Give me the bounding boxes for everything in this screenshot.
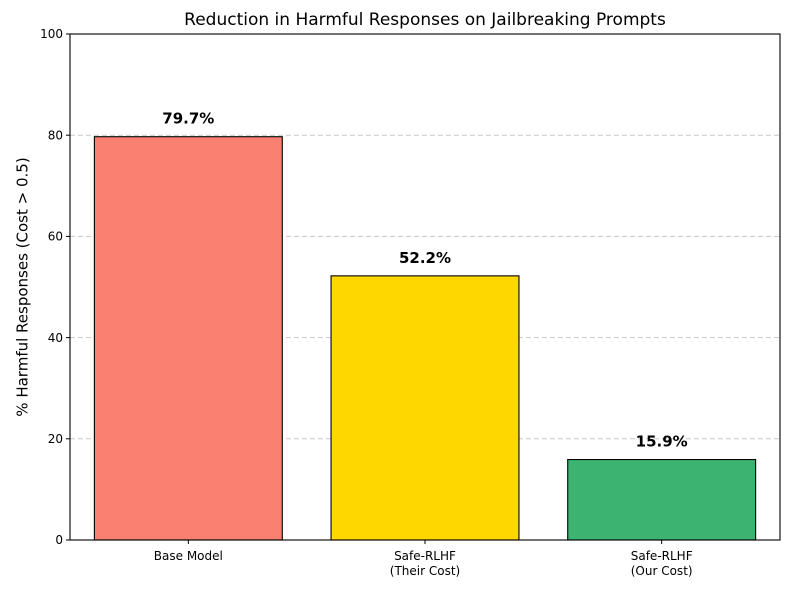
- x-tick-label: (Our Cost): [631, 564, 693, 578]
- x-tick-label: Base Model: [154, 549, 223, 563]
- label-layer: 79.7% 52.2% 15.9%: [162, 110, 687, 451]
- data-label: 52.2%: [399, 249, 451, 267]
- y-tick-label: 60: [48, 230, 63, 244]
- y-axis-label: % Harmful Responses (Cost > 0.5): [13, 157, 31, 416]
- bar: [330, 275, 520, 541]
- y-tick-label: 40: [48, 331, 63, 345]
- x-tick-label: Safe-RLHF: [631, 549, 693, 563]
- data-label: 79.7%: [162, 110, 214, 128]
- y-tick-label: 20: [48, 432, 63, 446]
- bar: [93, 136, 283, 541]
- data-label: 15.9%: [636, 433, 688, 451]
- chart-title: Reduction in Harmful Responses on Jailbr…: [184, 10, 666, 30]
- bar: [567, 458, 757, 541]
- y-tick-label: 100: [40, 27, 63, 41]
- x-tick-label: Safe-RLHF: [394, 549, 456, 563]
- bar-layer: [93, 136, 757, 541]
- y-tick-label: 0: [55, 533, 63, 547]
- x-tick-label: (Their Cost): [390, 564, 460, 578]
- y-tick-label: 80: [48, 128, 63, 142]
